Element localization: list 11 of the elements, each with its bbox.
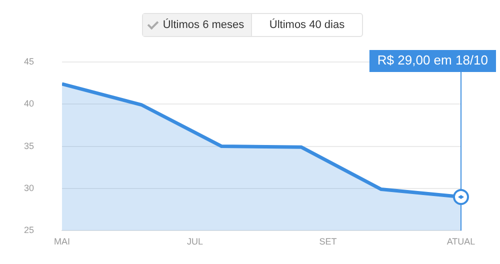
y-tick-label: 45 xyxy=(24,56,34,66)
x-tick-label: JUL xyxy=(186,236,204,246)
y-tick-label: 40 xyxy=(24,98,34,109)
y-tick-label: 35 xyxy=(24,140,34,151)
x-tick-label: ATUAL xyxy=(446,236,476,246)
annotation: R$ 29,00 em 18/10 xyxy=(377,52,488,68)
x-tick-label: SET xyxy=(319,236,338,246)
period-toggle: Últimos 6 meses Últimos 40 dias xyxy=(142,13,363,37)
x-tick-label: MAI xyxy=(54,236,70,246)
y-tick-label: 30 xyxy=(24,182,34,193)
y-tick-label: 25 xyxy=(24,225,34,236)
